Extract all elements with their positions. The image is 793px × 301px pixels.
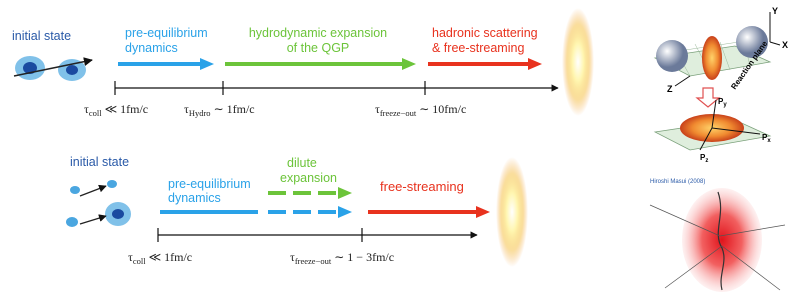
axis-label: Px xyxy=(762,133,771,144)
reaction-plane-figure: X Y Z Reaction plane Py Px Pz Hiroshi Ma… xyxy=(650,6,788,292)
time-label: τfreeze−out∼ 10fm/c xyxy=(375,102,466,118)
time-label: τHydro∼ 1fm/c xyxy=(184,102,255,118)
phase-arrows xyxy=(118,58,542,70)
fireball xyxy=(496,157,528,267)
timeline xyxy=(115,81,558,95)
time-label: τcoll≪ 1fm/c xyxy=(128,250,192,266)
label: initial state xyxy=(70,155,129,169)
label: initial state xyxy=(12,29,71,43)
particle-cloud xyxy=(14,56,92,81)
axis-label: Pz xyxy=(700,153,708,164)
axis-label: Py xyxy=(718,97,727,108)
time-label: τcoll≪ 1fm/c xyxy=(84,102,148,118)
time-label: τfreeze−out∼ 1 − 3fm/c xyxy=(290,250,394,266)
axis-label: X xyxy=(782,40,788,50)
label: hadronic scattering& free-streaming xyxy=(432,26,538,55)
credit: Hiroshi Masui (2008) xyxy=(650,179,705,185)
timeline xyxy=(158,228,477,242)
diagram: initial state pre-equilibriumdynamics hy… xyxy=(0,0,793,301)
particle-cloud xyxy=(66,180,131,227)
fireball xyxy=(562,8,594,116)
label: free-streaming xyxy=(380,179,464,194)
axis-label: Y xyxy=(772,6,778,16)
axis-label: Z xyxy=(667,84,673,94)
